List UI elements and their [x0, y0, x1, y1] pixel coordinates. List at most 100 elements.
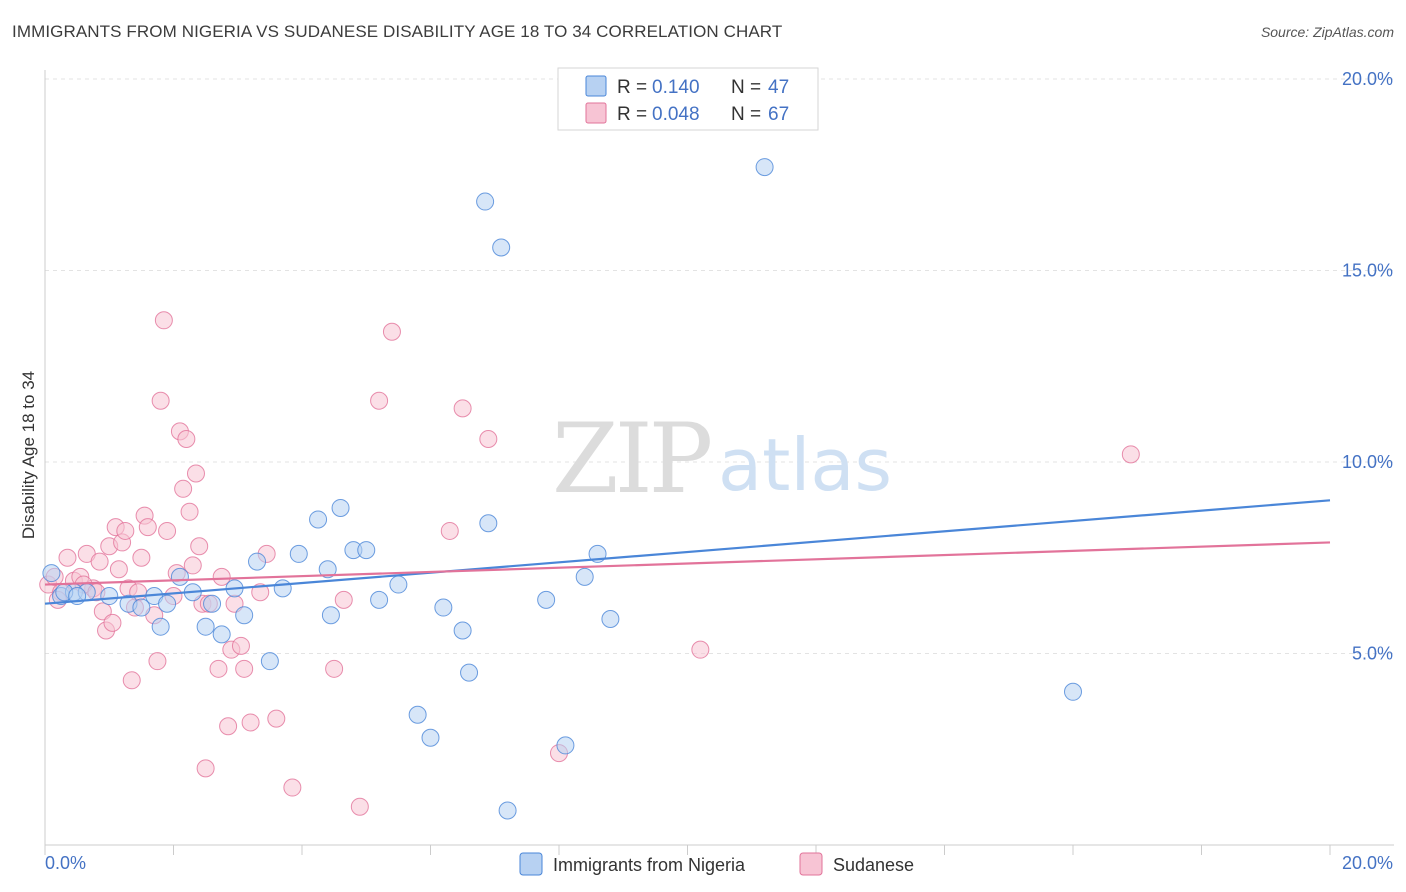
point-nigeria-26	[370, 590, 389, 609]
point-sudanese-17	[122, 671, 141, 690]
point-sudanese-27	[158, 521, 177, 540]
legend-n-label-nigeria: N =	[731, 77, 761, 98]
point-sudanese-3	[58, 548, 77, 567]
point-sudanese-38	[196, 759, 215, 778]
point-nigeria-32	[460, 663, 479, 682]
point-sudanese-26	[154, 311, 173, 330]
point-sudanese-41	[212, 567, 231, 586]
point-nigeria-41	[601, 610, 620, 629]
point-sudanese-15	[116, 521, 135, 540]
point-nigeria-22	[321, 606, 340, 625]
legend-r-value-nigeria: 0.140	[652, 77, 700, 98]
point-sudanese-33	[180, 502, 199, 521]
point-nigeria-20	[309, 510, 328, 529]
point-nigeria-43	[1064, 682, 1082, 701]
point-sudanese-35	[186, 464, 205, 483]
watermark: ZIP atlas	[552, 403, 892, 515]
point-nigeria-19	[289, 544, 308, 563]
trend-line-nigeria	[44, 499, 1331, 605]
point-sudanese-50	[267, 709, 286, 728]
point-nigeria-42	[755, 158, 774, 177]
x-tick-labels: 0.0% 20.0%	[45, 853, 1393, 873]
legend-r-label-sudanese: R =	[617, 104, 647, 125]
point-nigeria-29	[421, 728, 440, 747]
trend-lines	[44, 499, 1331, 605]
legend-n-value-nigeria: 47	[768, 77, 789, 98]
point-sudanese-59	[479, 430, 498, 449]
point-sudanese-9	[93, 602, 112, 621]
watermark-atlas: atlas	[718, 423, 892, 507]
legend-n-value-sudanese: 67	[768, 104, 789, 125]
legend-swatch-sudanese	[585, 102, 607, 124]
x-tick-label-1: 20.0%	[1342, 853, 1393, 873]
point-sudanese-22	[138, 518, 157, 537]
point-sudanese-55	[370, 391, 389, 410]
y-tick-label-3: 20.0%	[1342, 69, 1393, 89]
series-legend-label-nigeria: Immigrants from Nigeria	[553, 855, 746, 875]
point-nigeria-17	[260, 652, 279, 671]
point-sudanese-57	[440, 521, 459, 540]
axes	[44, 70, 1394, 855]
point-nigeria-21	[318, 560, 337, 579]
correlation-legend: R = 0.140 N = 47 R = 0.048 N = 67	[557, 67, 819, 131]
point-nigeria-25	[357, 541, 376, 560]
y-axis-label: Disability Age 18 to 34	[19, 371, 38, 539]
point-sudanese-8	[90, 552, 109, 571]
point-sudanese-54	[350, 797, 369, 816]
point-sudanese-20	[132, 548, 151, 567]
y-tick-label-1: 10.0%	[1342, 452, 1393, 472]
legend-swatch-nigeria	[585, 75, 607, 97]
point-sudanese-31	[174, 479, 193, 498]
point-sudanese-51	[283, 778, 302, 797]
grid	[45, 78, 1394, 654]
point-sudanese-48	[251, 583, 270, 602]
point-nigeria-38	[556, 736, 575, 755]
y-tick-label-0: 5.0%	[1352, 644, 1393, 664]
point-sudanese-40	[209, 659, 228, 678]
chart-title: IMMIGRANTS FROM NIGERIA VS SUDANESE DISA…	[12, 22, 783, 41]
point-sudanese-36	[190, 537, 209, 556]
point-nigeria-37	[537, 590, 556, 609]
point-sudanese-53	[334, 590, 353, 609]
legend-n-label-sudanese: N =	[731, 104, 761, 125]
point-sudanese-34	[183, 556, 202, 575]
point-nigeria-28	[408, 705, 427, 724]
series-legend-label-sudanese: Sudanese	[833, 855, 914, 875]
point-nigeria-23	[331, 498, 350, 517]
point-nigeria-35	[492, 238, 511, 257]
legend-r-value-sudanese: 0.048	[652, 104, 700, 125]
point-sudanese-25	[151, 391, 170, 410]
point-nigeria-31	[453, 621, 472, 640]
point-nigeria-12	[203, 594, 222, 613]
x-tick-label-0: 0.0%	[45, 853, 86, 873]
legend-r-label-nigeria: R =	[617, 77, 647, 98]
point-sudanese-47	[241, 713, 260, 732]
point-sudanese-52	[325, 659, 344, 678]
series-legend: Immigrants from Nigeria Sudanese	[519, 852, 914, 876]
point-nigeria-9	[170, 567, 189, 586]
point-sudanese-66	[109, 560, 128, 579]
data-points	[39, 158, 1140, 820]
point-nigeria-11	[196, 617, 215, 636]
point-nigeria-18	[273, 579, 292, 598]
point-nigeria-8	[151, 617, 170, 636]
y-tick-label-2: 15.0%	[1342, 261, 1393, 281]
point-nigeria-0	[42, 564, 61, 583]
point-sudanese-42	[219, 717, 238, 736]
point-sudanese-62	[1121, 445, 1140, 464]
trend-line-sudanese	[44, 541, 1331, 586]
source-label: Source: ZipAtlas.com	[1260, 24, 1394, 40]
point-nigeria-27	[389, 575, 408, 594]
watermark-zip: ZIP	[552, 403, 711, 515]
y-tick-labels: 5.0% 10.0% 15.0% 20.0%	[1342, 69, 1393, 664]
point-sudanese-58	[453, 399, 472, 418]
series-legend-swatch-sudanese	[799, 852, 823, 876]
point-sudanese-32	[177, 430, 196, 449]
point-sudanese-45	[231, 636, 250, 655]
point-nigeria-15	[235, 606, 254, 625]
point-nigeria-34	[479, 514, 498, 533]
point-sudanese-56	[382, 322, 401, 341]
point-sudanese-12	[103, 613, 122, 632]
series-legend-swatch-nigeria	[519, 852, 543, 876]
point-nigeria-33	[476, 192, 495, 211]
